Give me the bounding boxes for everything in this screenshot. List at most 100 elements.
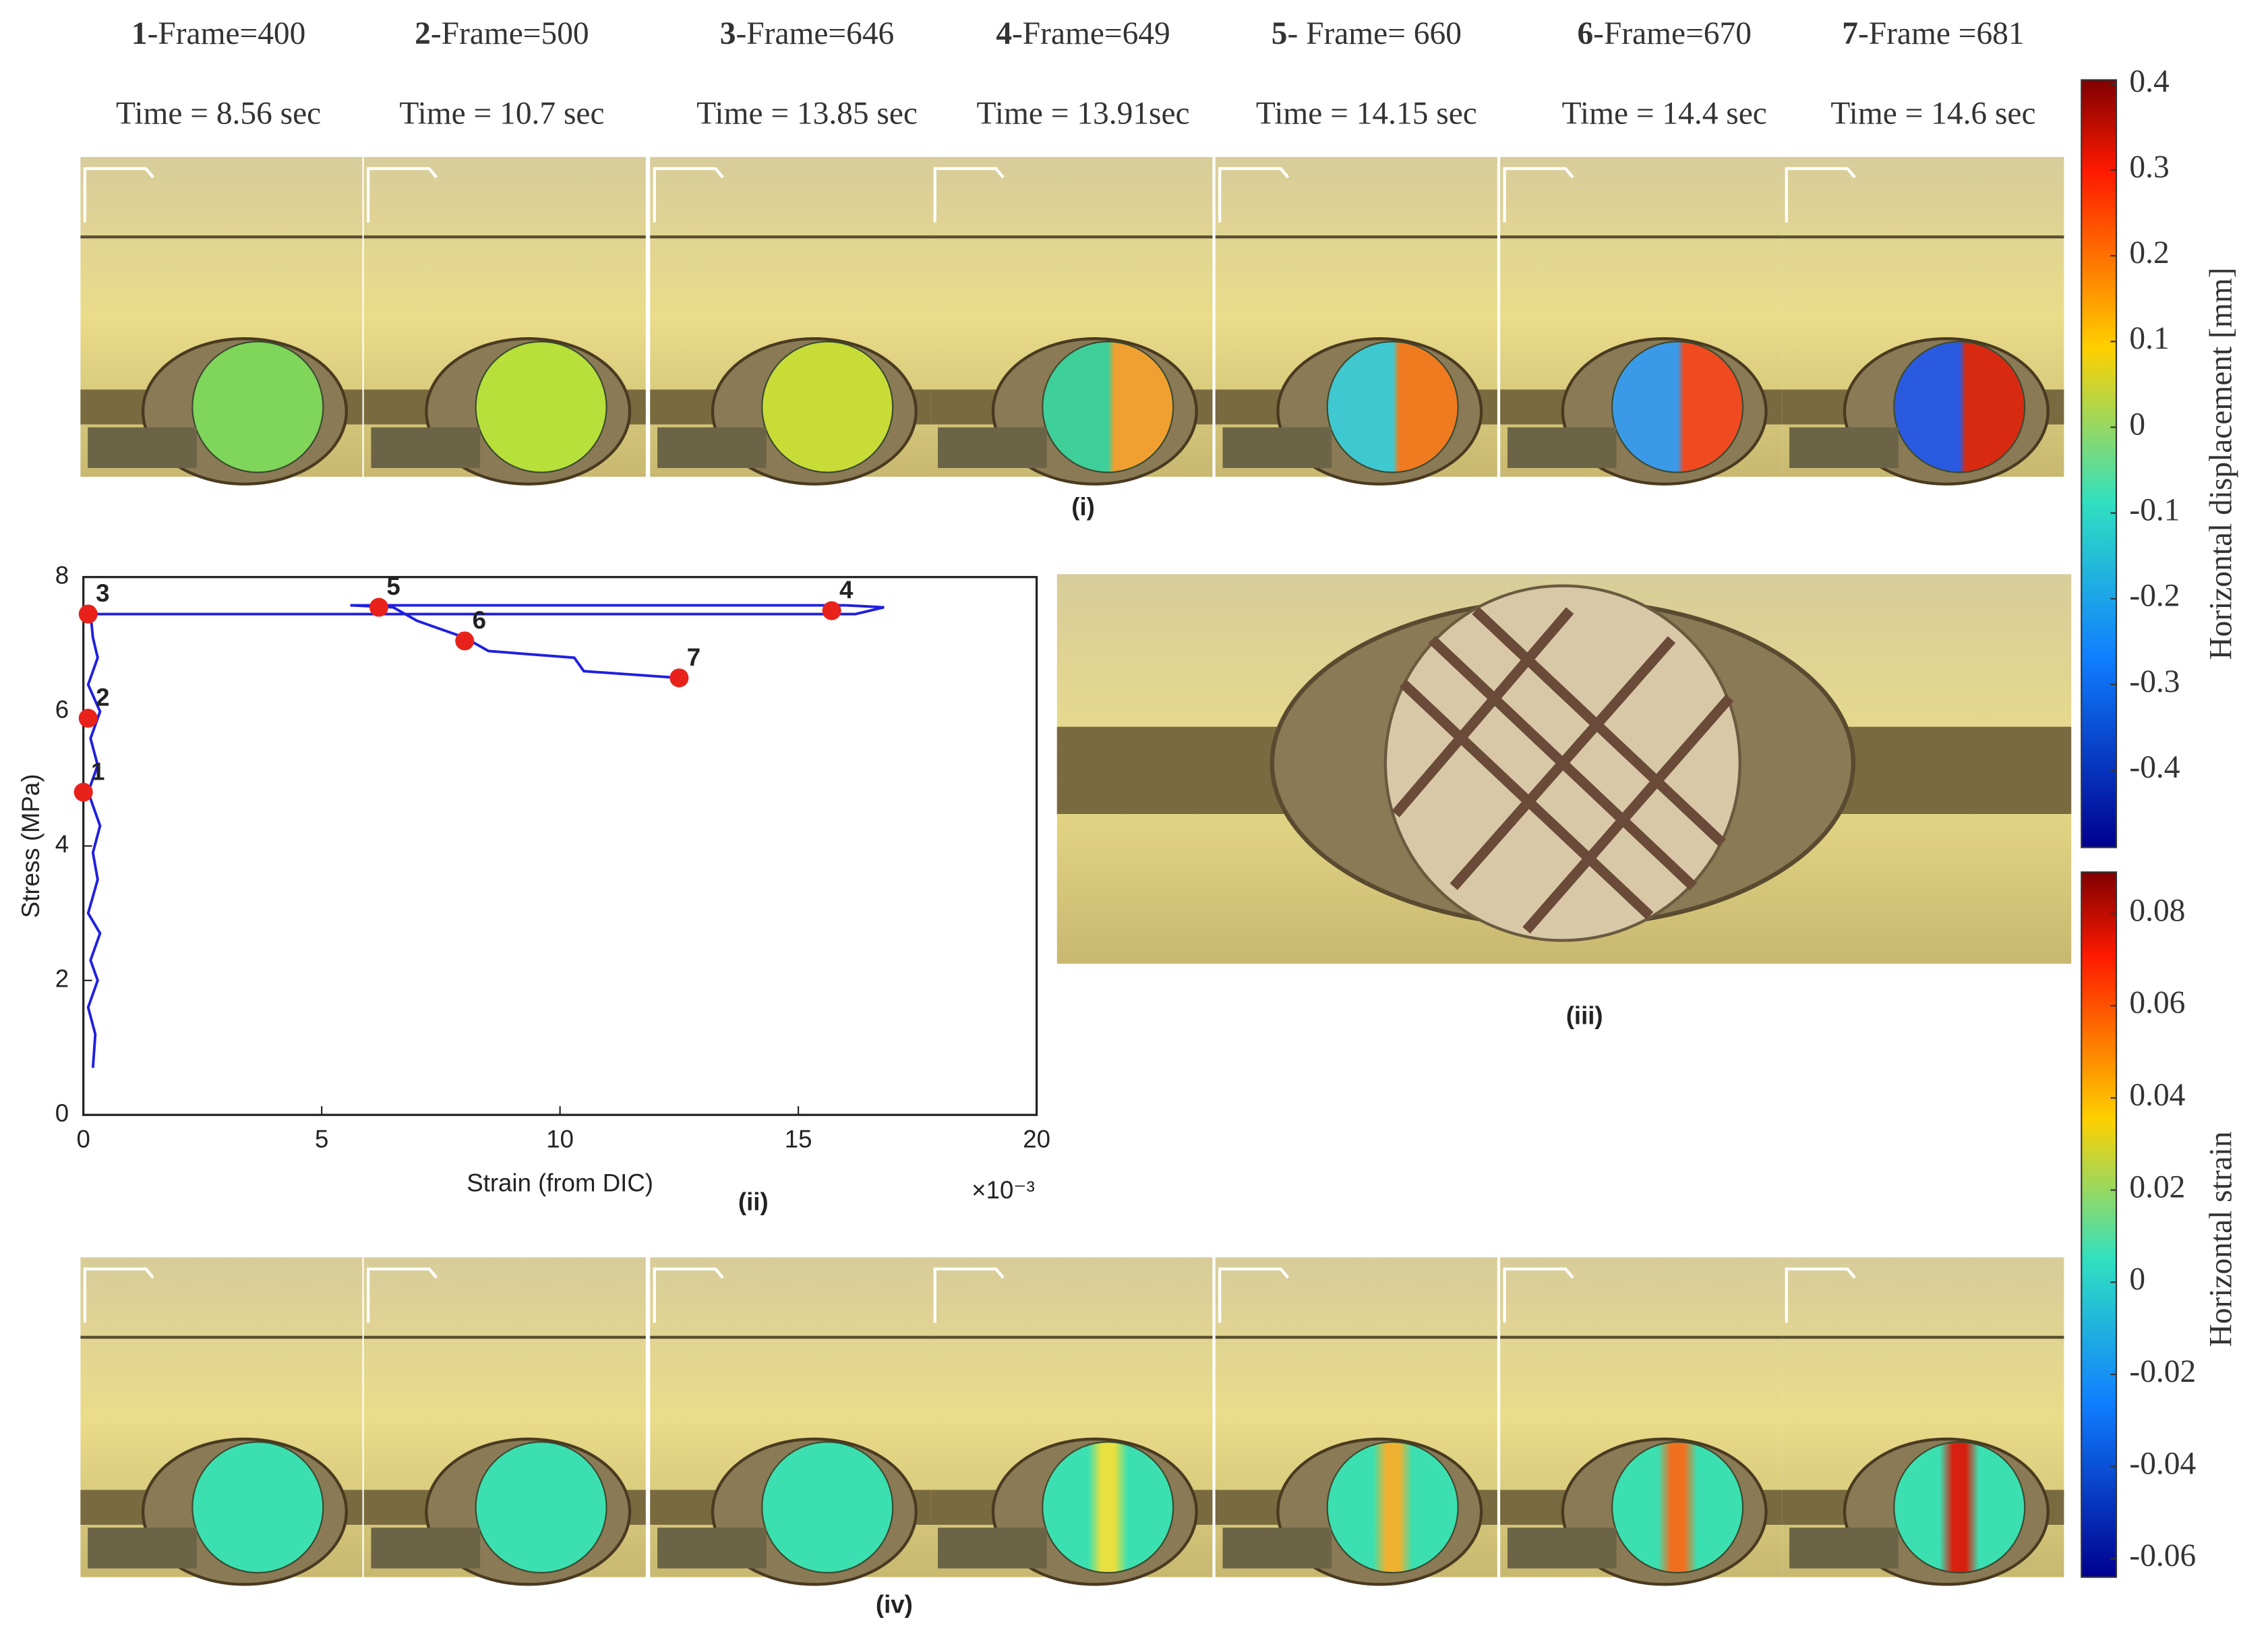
point-label: 2 — [96, 684, 109, 711]
thumb-bracket — [933, 1267, 1005, 1323]
point-marker — [78, 709, 98, 728]
thumb-disk — [1326, 341, 1459, 473]
thumb-bracket — [653, 1267, 724, 1323]
frame-time: Time = 13.85 sec — [696, 96, 918, 131]
thumb-bracket — [1785, 1267, 1856, 1323]
thumb-disk — [1611, 1441, 1744, 1574]
frame-text: -Frame=670 — [1593, 16, 1752, 51]
colorbar-tick-label: 0 — [2129, 1262, 2145, 1297]
colorbar-tick-label: -0.04 — [2129, 1446, 2196, 1481]
frame-number: 4 — [996, 16, 1012, 51]
thumb-disk — [761, 341, 894, 473]
thumb-disk — [191, 341, 324, 473]
panel-label: (iii) — [1566, 1001, 1603, 1029]
frame-time: Time = 14.6 sec — [1830, 96, 2035, 131]
thumb-scalebar — [1789, 427, 1899, 469]
y-tick-label: 4 — [55, 830, 69, 858]
point-label: 3 — [96, 579, 109, 607]
point-label: 1 — [91, 757, 105, 785]
colorbar — [2081, 871, 2118, 1578]
frame-number: 7 — [1842, 16, 1858, 51]
frame-number: 5 — [1272, 16, 1288, 51]
point-marker — [822, 601, 841, 620]
frame-number: 1 — [131, 16, 148, 51]
colorbar-label: Horizontal displacement [mm] — [2203, 268, 2238, 660]
thumb-scalebar — [371, 1528, 481, 1569]
frame-time: Time = 14.15 sec — [1256, 96, 1477, 131]
y-tick-label: 8 — [55, 561, 69, 589]
colorbar — [2081, 79, 2118, 848]
thumb-disk — [1326, 1441, 1459, 1574]
point-marker — [73, 782, 93, 802]
frame-label: 7-Frame =681 — [1842, 16, 2024, 51]
colorbar-tick-label: -0.4 — [2129, 750, 2180, 785]
y-tick-label: 6 — [55, 696, 69, 724]
point-marker — [455, 631, 475, 651]
panel-label: (iv) — [876, 1590, 913, 1618]
x-tick-label: 5 — [315, 1126, 328, 1153]
frame-text: -Frame =681 — [1858, 16, 2025, 51]
thumb-disk — [1893, 1441, 2026, 1574]
thumb-scalebar — [1222, 427, 1332, 469]
colorbar-label: Horizontal strain — [2203, 1131, 2238, 1347]
colorbar-tick-label: 0.4 — [2129, 64, 2169, 99]
thumb-disk — [1893, 341, 2026, 473]
thumb-scalebar — [657, 1528, 767, 1569]
colorbar-tick-label: 0.04 — [2129, 1078, 2185, 1113]
thumb-scalebar — [938, 1528, 1047, 1569]
panel-label: (ii) — [738, 1188, 769, 1215]
colorbar-tick-label: -0.1 — [2129, 493, 2180, 528]
point-marker — [369, 598, 388, 617]
thumb-bracket — [366, 167, 438, 223]
y-axis-label: Stress (MPa) — [17, 774, 44, 919]
colorbar-tick-label: 0.1 — [2129, 321, 2169, 356]
thumb-disk — [475, 341, 607, 473]
thumb-disk — [1611, 341, 1744, 473]
thumb-bracket — [933, 167, 1005, 223]
stress-strain-line — [86, 604, 885, 1068]
frame-text: - Frame= 660 — [1287, 16, 1461, 51]
colorbar-tick-label: 0.3 — [2129, 150, 2169, 185]
frame-time: Time = 14.4 sec — [1562, 96, 1767, 131]
y-tick-label: 0 — [55, 1099, 69, 1127]
thumb-scalebar — [1507, 1528, 1617, 1569]
colorbar-tick-label: 0.06 — [2129, 985, 2185, 1020]
thumb-scalebar — [371, 427, 481, 469]
thumb-scalebar — [657, 427, 767, 469]
thumb-disk — [191, 1441, 324, 1574]
thumb-disk — [1042, 1441, 1174, 1574]
x-axis-label: Strain (from DIC) — [467, 1169, 653, 1196]
point-marker — [669, 668, 689, 688]
thumb-disk — [761, 1441, 894, 1574]
x-multiplier: ×10⁻³ — [972, 1176, 1035, 1204]
frame-text: -Frame=646 — [736, 16, 895, 51]
thumb-bracket — [1503, 1267, 1574, 1323]
colorbar-tick-label: 0.02 — [2129, 1170, 2185, 1205]
colorbar-tick-label: -0.02 — [2129, 1354, 2196, 1389]
panel-label: (i) — [1071, 493, 1095, 521]
frame-label: 4-Frame=649 — [996, 16, 1170, 51]
point-marker — [78, 604, 98, 624]
colorbar-tick-label: 0.08 — [2129, 894, 2185, 929]
thumb-bracket — [83, 1267, 154, 1323]
frame-label: 5- Frame= 660 — [1272, 16, 1462, 51]
thumb-bracket — [1503, 167, 1574, 223]
colorbar-tick-label: -0.3 — [2129, 664, 2180, 699]
frame-time: Time = 13.91sec — [977, 96, 1190, 131]
thumb-scalebar — [1222, 1528, 1332, 1569]
x-tick-label: 20 — [1023, 1126, 1050, 1153]
frame-label: 3-Frame=646 — [720, 16, 894, 51]
thumb-scalebar — [88, 1528, 197, 1569]
frame-label: 1-Frame=400 — [131, 16, 305, 51]
colorbar-tick-label: 0 — [2129, 407, 2145, 442]
colorbar-tick-label: -0.06 — [2129, 1538, 2196, 1573]
thumb-scalebar — [938, 427, 1047, 469]
frame-text: -Frame=400 — [148, 16, 306, 51]
plot-area — [82, 576, 1038, 1116]
thumb-bracket — [1218, 167, 1290, 223]
colorbar-tick-label: -0.2 — [2129, 579, 2180, 614]
frame-time: Time = 10.7 sec — [399, 96, 604, 131]
thumb-scalebar — [1789, 1528, 1899, 1569]
thumb-scalebar — [1507, 427, 1617, 469]
